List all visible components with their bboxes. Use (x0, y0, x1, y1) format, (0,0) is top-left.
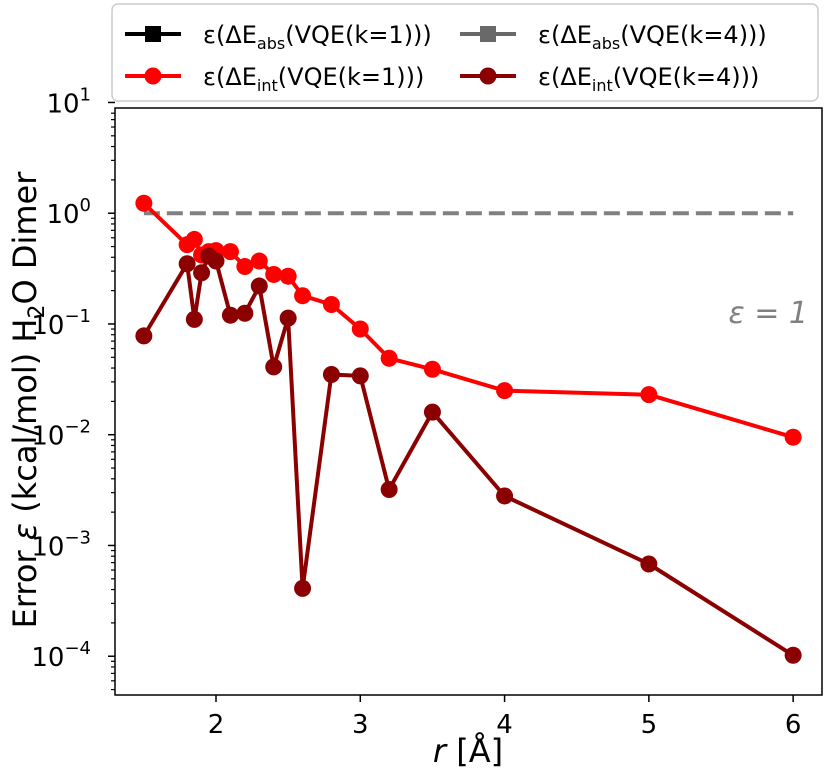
y-axis-label: Error ε (kcal/mol) H2O Dimer (6, 171, 50, 629)
data-point (380, 349, 398, 367)
y-tick-label: 10−2 (31, 417, 91, 452)
legend-swatch-marker (145, 26, 161, 42)
data-point (423, 360, 441, 378)
data-point (207, 252, 225, 270)
data-point (496, 487, 514, 505)
y-tick-label: 10−1 (31, 306, 91, 341)
data-point (178, 255, 196, 273)
data-point (496, 382, 514, 400)
data-point (135, 327, 153, 345)
series-3 (135, 247, 802, 664)
data-point (135, 194, 153, 212)
axes: 2 3 4 5 6 101 100 10−1 10−2 10−3 10−4 r [Å] Error ε … (6, 84, 823, 770)
x-tick-label: 3 (352, 710, 369, 740)
data-point (250, 277, 268, 295)
data-point (265, 358, 283, 376)
data-point (236, 304, 254, 322)
data-point (265, 265, 283, 283)
legend: ε(ΔEabs(VQE(k=1))) ε(ΔEabs(VQE(k=4))) ε(ΔE… (111, 3, 819, 102)
plot-area: ε = 1 (135, 26, 808, 664)
legend-label: ε(ΔEabs(VQE(k=4))) (538, 21, 767, 53)
y-tick-label: 10−4 (31, 638, 91, 673)
data-point (351, 367, 369, 385)
data-point (221, 243, 239, 261)
data-point (279, 309, 297, 327)
data-point (279, 267, 297, 285)
x-axis-label: r [Å] (433, 732, 503, 770)
data-point (784, 428, 802, 446)
data-point (185, 230, 203, 248)
data-point (322, 365, 340, 383)
data-point (351, 320, 369, 338)
legend-entry-3: ε(ΔEint(VQE(k=4))) (460, 63, 759, 95)
legend-entry-2: ε(ΔEint(VQE(k=1))) (125, 63, 424, 95)
y-tick-label: 10−3 (31, 527, 91, 562)
data-point (294, 287, 312, 305)
data-point (784, 646, 802, 664)
legend-label: ε(ΔEabs(VQE(k=1))) (203, 21, 432, 53)
y-tick-label: 100 (46, 195, 91, 230)
data-point (193, 264, 211, 282)
y-tick-label: 101 (46, 84, 91, 119)
legend-entry-0: ε(ΔEabs(VQE(k=1))) (125, 21, 432, 53)
data-point (221, 306, 239, 324)
legend-swatch-marker (479, 67, 497, 85)
reference-line-label: ε = 1 (728, 296, 808, 331)
x-tick-label: 6 (785, 710, 802, 740)
data-point (423, 403, 441, 421)
data-point (380, 481, 398, 499)
x-tick-label: 2 (208, 710, 225, 740)
data-point (322, 295, 340, 313)
legend-swatch-marker (144, 67, 162, 85)
plot-frame (114, 107, 823, 696)
data-point (236, 258, 254, 276)
data-point (640, 386, 658, 404)
data-point (250, 252, 268, 270)
legend-label: ε(ΔEint(VQE(k=1))) (203, 63, 424, 95)
legend-label: ε(ΔEint(VQE(k=4))) (538, 63, 759, 95)
x-tick-label: 4 (496, 710, 513, 740)
data-point (185, 310, 203, 328)
legend-frame (111, 3, 819, 102)
legend-entry-1: ε(ΔEabs(VQE(k=4))) (460, 21, 767, 53)
data-point (294, 579, 312, 597)
data-point (640, 555, 658, 573)
legend-swatch-marker (480, 26, 496, 42)
x-tick-label: 5 (641, 710, 658, 740)
